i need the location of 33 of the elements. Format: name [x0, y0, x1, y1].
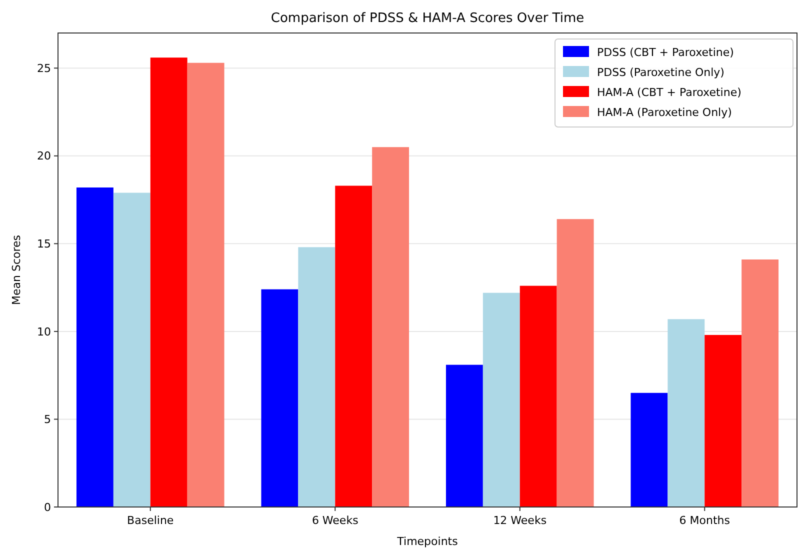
bar — [76, 187, 114, 507]
bar — [335, 186, 372, 507]
bar — [704, 334, 742, 507]
y-tick-label: 20 — [37, 150, 51, 163]
bar — [556, 219, 594, 507]
legend-label: HAM-A (Paroxetine Only) — [597, 106, 732, 119]
x-tick-label: 6 Months — [679, 514, 730, 527]
bar — [630, 392, 668, 507]
bar — [150, 58, 188, 507]
bar — [187, 62, 224, 507]
bar — [298, 247, 336, 507]
y-axis-title: Mean Scores — [10, 234, 23, 306]
legend-label: PDSS (Paroxetine Only) — [597, 66, 724, 79]
bar — [446, 364, 483, 507]
x-tick-label: Baseline — [127, 514, 174, 527]
x-tick-label: 6 Weeks — [312, 514, 359, 527]
bar — [520, 286, 557, 507]
chart-title: Comparison of PDSS & HAM-A Scores Over Time — [270, 11, 584, 26]
x-tick-label: 12 Weeks — [493, 514, 547, 527]
legend-label: HAM-A (CBT + Paroxetine) — [597, 86, 742, 99]
y-tick-label: 15 — [37, 238, 51, 251]
y-tick-label: 0 — [44, 500, 51, 514]
bar — [261, 289, 298, 507]
bar — [668, 319, 705, 507]
bar — [482, 292, 520, 507]
legend-label: PDSS (CBT + Paroxetine) — [597, 46, 734, 59]
y-tick-label: 25 — [37, 62, 51, 75]
bar — [742, 259, 779, 507]
y-tick-label: 10 — [37, 325, 51, 338]
bar — [372, 147, 410, 507]
x-axis-title: Timepoints — [396, 535, 458, 548]
bar — [113, 192, 150, 507]
y-tick-label: 5 — [44, 413, 51, 426]
